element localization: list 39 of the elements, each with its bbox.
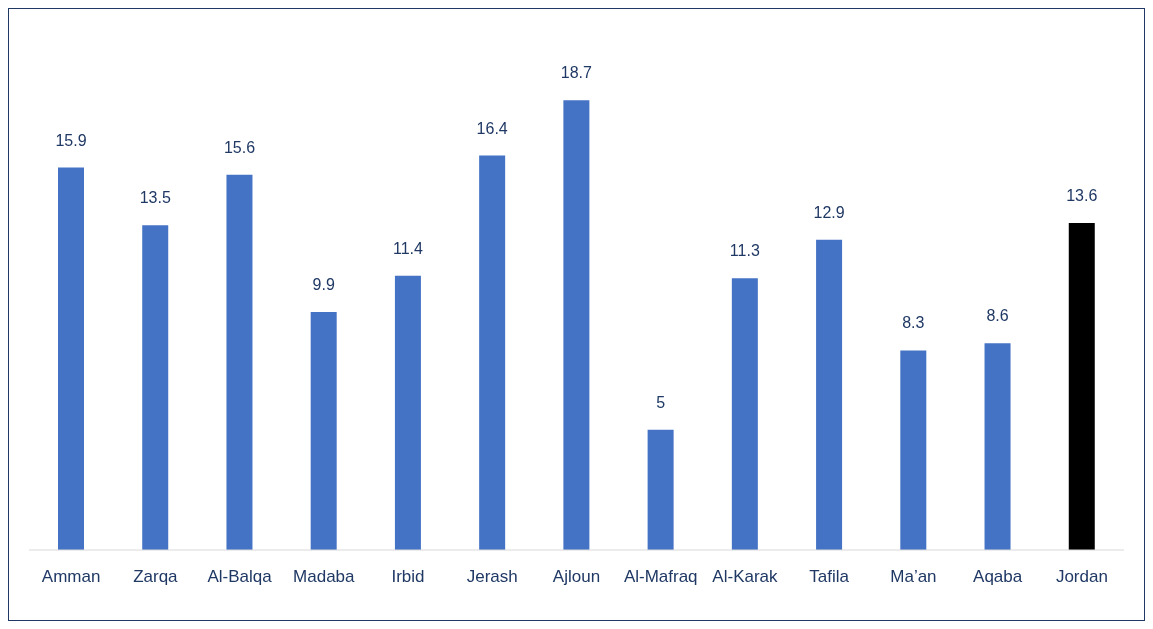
data-label: 15.9 [55,131,87,149]
x-tick-label: Jordan [1055,567,1108,587]
data-label: 16.4 [476,119,508,137]
x-tick-label: Madaba [293,567,356,587]
data-label: 13.5 [139,189,171,207]
bar [58,167,84,550]
data-label: 8.3 [902,314,925,332]
data-label: 9.9 [312,275,335,293]
bar [1068,222,1095,550]
x-tick-label: Tafila [809,567,850,587]
data-label: 11.4 [392,239,423,257]
x-tick-label: Ma’an [890,567,937,587]
data-label: 12.9 [813,203,845,221]
bar [310,311,337,550]
data-label: 5 [656,393,666,411]
data-label: 15.6 [223,138,256,156]
x-tick-label: Aqaba [973,567,1023,587]
x-tick-label: Ajloun [552,567,601,587]
bar [731,278,758,550]
bar [394,275,421,550]
x-tick-label: Amman [41,567,101,587]
x-tick-label: Al-Karak [712,567,779,587]
bar [479,155,506,550]
bar [142,225,169,550]
bar [226,174,253,550]
x-tick-label: Zarqa [133,567,179,587]
x-tick-label: Al-Balqa [207,567,273,587]
x-tick-label: Irbid [391,567,425,587]
x-tick-label: Jerash [466,567,518,587]
data-label: 11.3 [729,242,760,260]
data-label: 18.7 [560,64,593,82]
bar [900,350,927,550]
bar [647,429,674,550]
bar [563,100,590,550]
x-tick-label: Al-Mafraq [623,567,698,587]
bar [984,343,1011,550]
bar [816,239,843,550]
data-label: 13.6 [1066,186,1098,204]
data-label: 8.6 [986,307,1009,325]
